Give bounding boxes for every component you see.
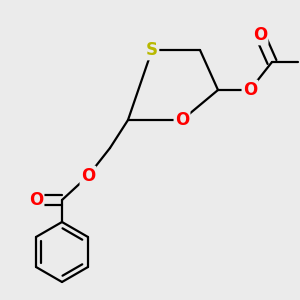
Text: O: O xyxy=(175,111,189,129)
Text: O: O xyxy=(29,191,43,209)
Text: S: S xyxy=(146,41,158,59)
Text: O: O xyxy=(253,26,267,44)
Text: O: O xyxy=(81,167,95,185)
Text: O: O xyxy=(243,81,257,99)
